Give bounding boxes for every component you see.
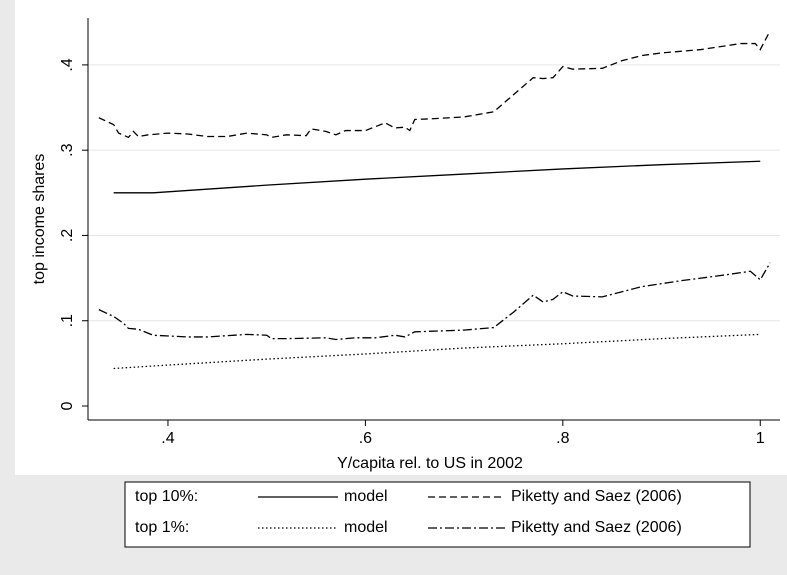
x-tick-label: 1 — [756, 430, 765, 447]
x-tick-label: .6 — [359, 430, 372, 447]
graph-region — [15, 0, 787, 475]
legend-row-label: top 1%: — [135, 519, 189, 536]
y-axis-label: top income shares — [31, 154, 48, 285]
legend-row-label: top 10%: — [135, 488, 198, 505]
line-series — [98, 30, 771, 139]
x-axis-label: Y/capita rel. to US in 2002 — [337, 455, 523, 472]
line-series — [98, 262, 771, 341]
y-tick-label: .4 — [59, 58, 76, 71]
y-tick-label: 0 — [59, 401, 76, 410]
y-tick-label: .1 — [59, 314, 76, 327]
legend-label: Piketty and Saez (2006) — [511, 488, 682, 505]
legend-box — [124, 481, 751, 548]
y-tick-label: .3 — [59, 143, 76, 156]
legend-label: model — [344, 519, 388, 536]
y-tick-label: .2 — [59, 229, 76, 242]
line-series — [113, 160, 761, 194]
x-tick-label: .8 — [556, 430, 569, 447]
legend-label: Piketty and Saez (2006) — [511, 519, 682, 536]
x-tick-label: .4 — [161, 430, 174, 447]
legend-label: model — [344, 488, 388, 505]
line-series — [113, 333, 761, 370]
